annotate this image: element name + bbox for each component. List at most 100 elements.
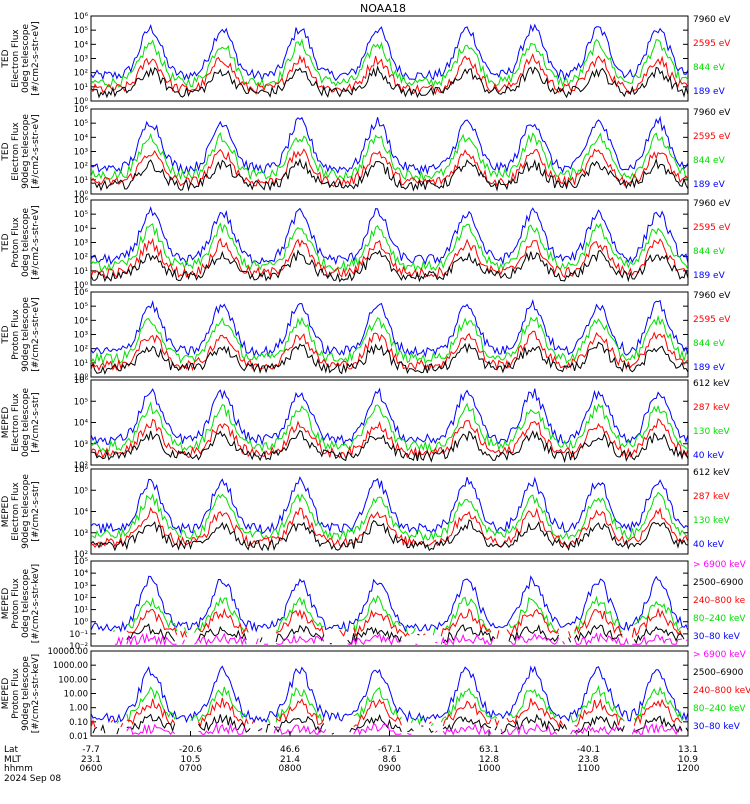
series-line — [90, 665, 689, 724]
panel-8: 0.01 0.10 1.00 10.00 100.00 1000.00 10000.00 ME… — [1, 647, 750, 742]
series-line — [90, 387, 689, 446]
footer-hhmm-value: 0600 — [80, 764, 103, 774]
ylabel-line: Proton Flux — [11, 668, 21, 719]
legend-entry: 2595 eV — [693, 132, 731, 142]
y-tick-label: 10² — [74, 253, 88, 263]
y-tick-label: 10000.00 — [47, 647, 88, 657]
y-tick-label: 10⁴ — [74, 508, 89, 518]
legend-entry: 844 eV — [693, 339, 726, 349]
panel-1: 10⁰ 10¹ 10² 10³ 10⁴ 10⁵ 10⁶ TEDElectron Flux0de… — [1, 12, 731, 107]
footer-mlt-value: 10.5 — [180, 755, 200, 765]
series-line — [112, 594, 689, 636]
ylabel-line: Electron Flux — [11, 29, 21, 88]
legend-entry: 7960 eV — [693, 199, 731, 209]
y-tick-label: 10⁶ — [74, 465, 89, 475]
y-tick-label: 10⁴ — [74, 419, 89, 429]
legend-entry: 130 keV — [693, 516, 730, 526]
panel-ylabel: MEPEDProton Flux0deg telescope[#/cm2-s-s… — [1, 564, 41, 643]
footer-lat-value: -20.6 — [179, 745, 203, 755]
ylabel-line: [#/cm2-s-str-keV] — [31, 654, 41, 733]
footer-lat-value: 63.1 — [479, 745, 499, 755]
ylabel-line: 90deg telescope — [21, 474, 31, 549]
y-tick-label: 10⁶ — [74, 12, 89, 22]
legend-entry: 7960 eV — [693, 15, 731, 25]
ylabel-line: MEPED — [1, 588, 11, 620]
legend-entry: 7960 eV — [693, 291, 731, 301]
y-tick-label: 10³ — [74, 331, 88, 341]
footer-lat-value: -7.7 — [82, 745, 100, 755]
series-line — [90, 157, 689, 192]
series-line — [90, 222, 689, 273]
legend-entry: 240–800 ke — [693, 596, 746, 606]
ylabel-line: [#/cm2-s-str-keV] — [31, 564, 41, 643]
footer-mlt-value: 8.6 — [382, 755, 397, 765]
y-tick-label: 10⁵ — [74, 119, 88, 129]
legend-entry: 612 keV — [693, 379, 730, 389]
ylabel-line: 90deg telescope — [21, 114, 31, 189]
y-tick-label: 10³ — [74, 148, 88, 158]
panel-ylabel: TEDElectron Flux90deg telescope[#/cm2-s-… — [1, 114, 41, 189]
series-line — [90, 491, 689, 542]
ylabel-line: Proton Flux — [11, 309, 21, 360]
legend-entry: 287 keV — [693, 403, 730, 413]
y-tick-label: 10⁶ — [74, 376, 89, 386]
legend-entry: 2595 eV — [693, 223, 731, 233]
series-line — [90, 330, 689, 372]
panel-5: 10² 10³ 10⁴ 10⁵ 10⁶ MEPEDElectron Flux0deg te… — [1, 376, 730, 471]
series-line — [90, 506, 689, 548]
legend-entry: 189 eV — [693, 180, 726, 190]
panel-frame — [90, 199, 689, 286]
legend-entry: 7960 eV — [693, 108, 731, 118]
series-line — [126, 623, 685, 645]
y-tick-label: 10⁰ — [74, 373, 89, 383]
y-tick-label: 10⁴ — [74, 40, 89, 50]
panel-ylabel: MEPEDElectron Flux90deg telescope[#/cm2-… — [1, 474, 41, 549]
legend-entry: 189 eV — [693, 363, 726, 373]
panel-frame — [90, 650, 689, 737]
legend-entry: 2500–6900 — [693, 668, 744, 678]
ylabel-line: TED — [1, 142, 11, 161]
y-tick-label: 10⁵ — [74, 397, 88, 407]
footer-lat-value: 46.6 — [280, 745, 300, 755]
series-line — [90, 148, 689, 188]
ylabel-line: Electron Flux — [11, 393, 21, 452]
y-tick-label: 10⁵ — [74, 302, 88, 312]
y-tick-label: 10² — [74, 69, 88, 79]
y-tick-label: 10² — [74, 550, 88, 560]
y-tick-label: 10⁶ — [74, 288, 89, 298]
y-tick-label: 10¹ — [74, 359, 88, 369]
ylabel-line: 90deg telescope — [21, 656, 31, 731]
series-line — [90, 206, 689, 266]
ylabel-line: [#/cm2-s-str-eV] — [31, 297, 41, 372]
series-line — [90, 115, 689, 176]
ylabel-line: Proton Flux — [11, 578, 21, 629]
legend-entry: 80–240 keV — [693, 614, 746, 624]
series-line — [90, 38, 689, 89]
series-line — [90, 53, 689, 95]
y-tick-label: 10¹ — [74, 606, 88, 616]
ylabel-line: [#/cm2-s-str-eV] — [31, 21, 41, 96]
footer-mlt-value: 23.1 — [81, 755, 101, 765]
y-tick-label: 10² — [74, 593, 88, 603]
y-tick-label: 10⁰ — [74, 190, 89, 200]
y-tick-label: 10¹ — [74, 267, 88, 277]
legend-entry: 130 keV — [693, 427, 730, 437]
y-tick-label: 100.00 — [58, 675, 88, 685]
footer-mlt-value: 10.9 — [678, 755, 698, 765]
footer-mlt-value: 21.4 — [280, 755, 300, 765]
ylabel-line: 0deg telescope — [21, 388, 31, 458]
y-tick-label: 10⁻¹ — [69, 630, 88, 640]
series-line — [127, 609, 686, 638]
footer-row-label: Lat — [4, 745, 19, 755]
y-tick-label: 10⁵ — [74, 210, 88, 220]
footer-lat-value: -40.1 — [577, 745, 600, 755]
y-tick-label: 10⁴ — [74, 133, 89, 143]
ylabel-line: [#/cm2-s-str] — [31, 392, 41, 452]
y-tick-label: 10⁴ — [74, 316, 89, 326]
legend-entry: 844 eV — [693, 63, 726, 73]
legend-entry: 2595 eV — [693, 315, 731, 325]
legend-entry: 240–800 keV — [693, 686, 750, 696]
series-line — [90, 519, 689, 552]
